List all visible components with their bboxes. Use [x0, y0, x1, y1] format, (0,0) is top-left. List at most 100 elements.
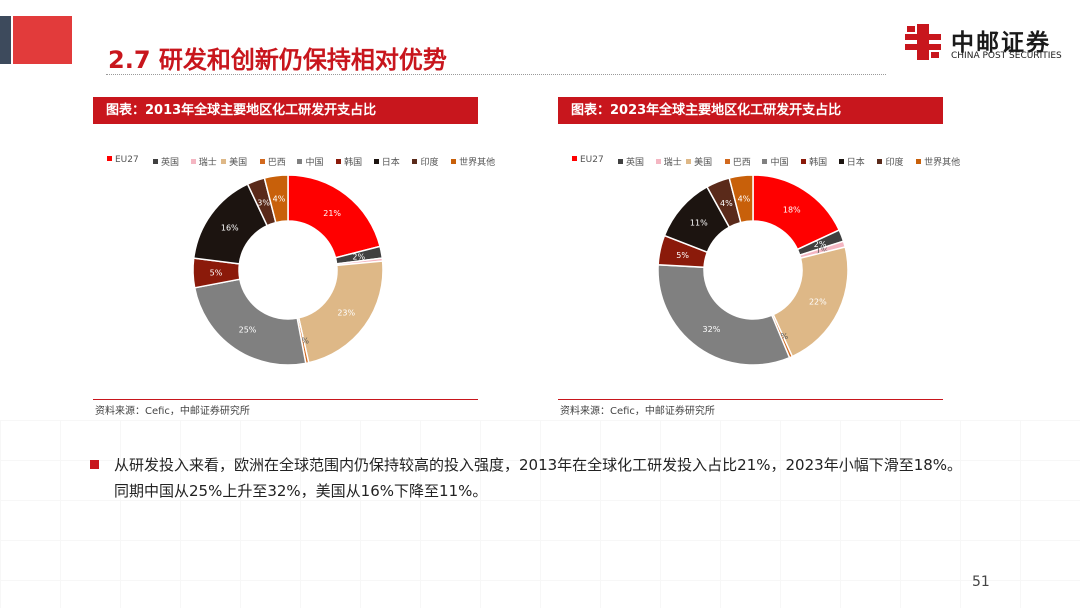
summary-text: 从研发投入来看，欧洲在全球范围内仍保持较高的投入强度，2013年在全球化工研发投…	[114, 456, 963, 500]
legend-item: 韩国	[801, 155, 827, 168]
legend-label: 瑞士	[198, 158, 217, 168]
legend-swatch	[618, 159, 623, 164]
legend-label: 世界其他	[924, 158, 961, 168]
slice-label: 3%	[257, 198, 270, 207]
legend-swatch	[107, 156, 112, 161]
logo-text-cn: 中邮证券	[951, 30, 1051, 56]
slice-label: 5%	[676, 251, 689, 260]
slice-label: 16%	[221, 224, 239, 233]
legend-swatch	[373, 159, 379, 164]
legend-label: 英国	[626, 158, 645, 168]
page-title: 2.7 研发和创新仍保持相对优势	[108, 46, 447, 74]
legend-item: EU27	[107, 155, 139, 165]
legend-swatch	[877, 159, 883, 164]
company-logo: 中邮证券 CHINA POST SECURITIES	[903, 22, 1073, 66]
legend-item: EU27	[572, 155, 604, 165]
legend-swatch	[451, 159, 457, 164]
corner-block-blue	[0, 16, 11, 64]
legend-item: 印度	[412, 155, 438, 168]
bullet-square	[90, 460, 99, 469]
legend-label: 韩国	[809, 158, 828, 168]
legend-item: 世界其他	[916, 155, 960, 168]
legend-label: 印度	[420, 158, 439, 168]
slice-label: 11%	[690, 219, 708, 228]
donut-slice-中国	[193, 278, 307, 366]
source-note-2013: 资料来源：Cefic，中邮证券研究所	[95, 406, 250, 417]
legend-swatch	[336, 159, 342, 164]
donut-slice-中国	[657, 263, 791, 366]
legend-2023: EU27 英国 瑞士 美国 巴西 中国 韩国 日本 印度 世界其他	[572, 155, 960, 169]
legend-item: 巴西	[724, 155, 751, 168]
legend-item: 韩国	[336, 155, 362, 168]
corner-block-red	[13, 16, 72, 64]
legend-item: 瑞士	[190, 155, 217, 168]
legend-label: 英国	[161, 158, 180, 168]
slice-label: 4%	[273, 195, 286, 204]
title-divider	[106, 74, 886, 75]
legend-item: 日本	[838, 155, 865, 168]
slice-label: 1%	[816, 246, 829, 255]
slice-label: 18%	[783, 205, 801, 214]
donut-chart-2013: 21% 2% 23% 0% 25% 5% 16% 3% 4%	[192, 174, 384, 366]
donut-chart-2023: 18% 2%1% 22% 0% 32% 5% 11% 4% 4%	[657, 174, 849, 366]
legend-swatch	[412, 159, 418, 164]
legend-label: 中国	[770, 158, 789, 168]
slice-label: 2%	[814, 240, 827, 249]
slice-label: 25%	[239, 326, 257, 335]
legend-item: 美国	[221, 155, 247, 168]
legend-item: 瑞士	[655, 155, 682, 168]
legend-2013: EU27 英国 瑞士 美国 巴西 中国 韩国 日本 印度 世界其他	[107, 155, 495, 169]
legend-label: 美国	[694, 158, 713, 168]
donut-slice-世界其他	[263, 174, 289, 224]
legend-label: 韩国	[344, 158, 363, 168]
legend-item: 美国	[686, 155, 712, 168]
legend-label: 美国	[229, 158, 248, 168]
slice-label: 32%	[703, 325, 721, 334]
legend-swatch	[762, 159, 768, 164]
slice-label: 21%	[323, 209, 341, 218]
donut-slice-世界其他	[728, 174, 754, 224]
slice-label: 4%	[738, 195, 751, 204]
chart-panel-2023: 图表：2023年全球主要地区化工研发开支占比 EU27 英国 瑞士 美国 巴西 中国 韩国 日…	[558, 97, 960, 417]
legend-label: 巴西	[732, 158, 751, 168]
legend-label: 日本	[381, 158, 400, 168]
slice-label: 0%	[775, 332, 788, 341]
legend-item: 英国	[153, 155, 179, 168]
legend-item: 中国	[297, 155, 323, 168]
slice-label: 0%	[296, 337, 309, 346]
source-divider	[93, 399, 478, 400]
legend-swatch	[259, 159, 265, 164]
legend-label: 印度	[885, 158, 904, 168]
legend-label: EU27	[115, 155, 139, 165]
legend-label: 世界其他	[459, 158, 496, 168]
legend-swatch	[801, 159, 807, 164]
legend-label: 巴西	[267, 158, 286, 168]
legend-swatch	[724, 159, 730, 164]
legend-item: 印度	[877, 155, 903, 168]
chart-title-2023: 图表：2023年全球主要地区化工研发开支占比	[558, 97, 943, 124]
china-post-logo-icon	[905, 24, 941, 60]
legend-swatch	[916, 159, 922, 164]
legend-swatch	[297, 159, 303, 164]
slice-label: 5%	[210, 268, 223, 277]
page-number: 51	[972, 574, 990, 590]
legend-swatch	[221, 159, 227, 164]
slice-label: 2%	[352, 253, 365, 262]
legend-swatch	[686, 159, 692, 164]
legend-label: 中国	[305, 158, 324, 168]
slice-label: 4%	[720, 199, 733, 208]
legend-label: 瑞士	[663, 158, 682, 168]
legend-label: 日本	[846, 158, 865, 168]
donut-slice-美国	[772, 246, 849, 358]
chart-title-2013: 图表：2013年全球主要地区化工研发开支占比	[93, 97, 478, 124]
source-note-2023: 资料来源：Cefic，中邮证券研究所	[560, 406, 715, 417]
legend-item: 日本	[373, 155, 400, 168]
legend-swatch	[838, 159, 844, 164]
legend-item: 英国	[618, 155, 644, 168]
logo-text-en: CHINA POST SECURITIES	[951, 51, 1062, 61]
legend-swatch	[190, 159, 196, 164]
legend-item: 世界其他	[451, 155, 495, 168]
source-divider	[558, 399, 943, 400]
legend-swatch	[655, 159, 661, 164]
legend-item: 巴西	[259, 155, 286, 168]
